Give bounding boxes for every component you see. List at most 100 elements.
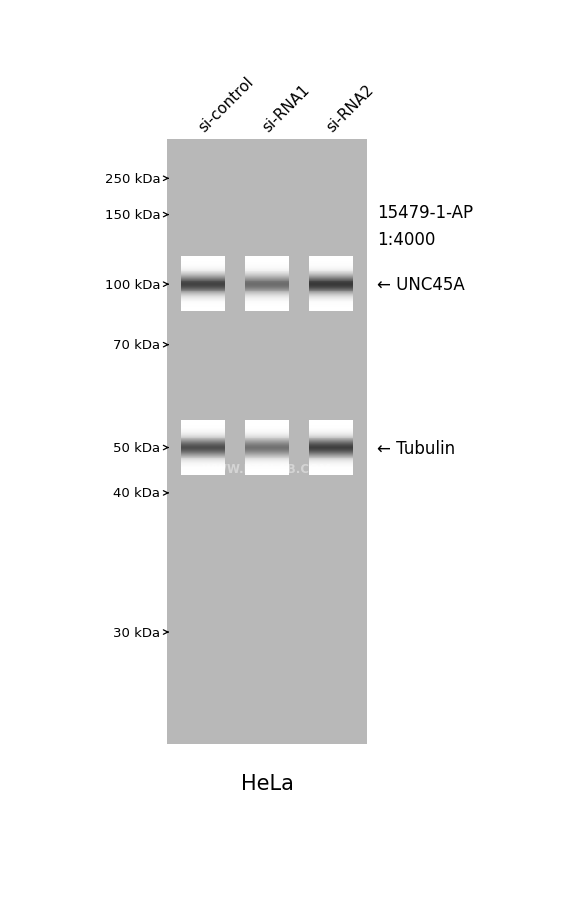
Bar — [245, 294, 289, 296]
Bar — [309, 430, 353, 432]
Bar — [309, 304, 353, 306]
Bar — [309, 305, 353, 307]
Bar — [181, 299, 225, 301]
Bar — [181, 433, 225, 435]
Bar — [245, 455, 289, 456]
Bar — [309, 310, 353, 312]
Bar — [245, 272, 289, 274]
Bar — [245, 292, 289, 294]
Bar — [181, 429, 225, 431]
Bar — [309, 421, 353, 423]
Bar — [309, 464, 353, 465]
Bar — [245, 259, 289, 261]
Bar — [309, 438, 353, 440]
Bar — [309, 434, 353, 436]
Text: si-RNA1: si-RNA1 — [259, 82, 312, 135]
Bar — [245, 277, 289, 279]
Bar — [309, 437, 353, 438]
Bar — [245, 443, 289, 445]
Bar — [309, 468, 353, 470]
Bar — [181, 280, 225, 281]
Bar — [309, 424, 353, 426]
Bar — [309, 443, 353, 445]
Bar — [309, 428, 353, 429]
Bar — [181, 303, 225, 305]
Bar — [181, 269, 225, 271]
Bar — [181, 456, 225, 458]
Bar — [309, 439, 353, 441]
Bar — [309, 422, 353, 424]
Bar — [245, 433, 289, 435]
Bar — [309, 261, 353, 262]
Bar — [245, 438, 289, 440]
Bar — [181, 428, 225, 430]
Bar — [245, 436, 289, 437]
Bar — [181, 432, 225, 434]
Bar — [309, 456, 353, 457]
Text: 50 kDa: 50 kDa — [113, 442, 160, 455]
Bar — [181, 281, 225, 283]
Bar — [245, 472, 289, 474]
Bar — [309, 264, 353, 266]
Bar — [309, 462, 353, 464]
Bar — [309, 262, 353, 263]
Bar — [181, 272, 225, 273]
Bar — [245, 272, 289, 273]
Bar — [245, 473, 289, 474]
Bar — [181, 420, 225, 422]
Text: ← Tubulin: ← Tubulin — [377, 439, 456, 457]
Bar — [181, 267, 225, 269]
Bar — [181, 423, 225, 425]
Bar — [181, 297, 225, 299]
Bar — [309, 286, 353, 288]
Bar — [181, 421, 225, 423]
Bar — [309, 455, 353, 456]
Bar — [181, 472, 225, 474]
Bar — [181, 467, 225, 469]
Bar — [181, 464, 225, 465]
Bar — [245, 432, 289, 434]
Bar — [245, 462, 289, 464]
Bar — [181, 424, 225, 426]
Bar — [245, 428, 289, 429]
Bar — [181, 471, 225, 473]
Bar — [309, 294, 353, 296]
Bar — [309, 307, 353, 308]
Bar — [181, 465, 225, 466]
Bar — [245, 310, 289, 312]
Bar — [181, 455, 225, 456]
Bar — [245, 257, 289, 259]
Bar — [181, 444, 225, 446]
Bar — [245, 441, 289, 443]
Bar — [181, 308, 225, 309]
Bar — [309, 467, 353, 469]
Bar — [309, 473, 353, 474]
Bar — [245, 309, 289, 311]
Bar — [181, 440, 225, 442]
Bar — [309, 472, 353, 474]
Bar — [245, 306, 289, 308]
Bar — [309, 289, 353, 290]
Bar — [181, 437, 225, 439]
Bar — [245, 276, 289, 278]
Bar — [181, 447, 225, 449]
Bar — [245, 467, 289, 469]
Bar — [245, 459, 289, 461]
Bar — [181, 310, 225, 312]
Bar — [245, 284, 289, 286]
Bar — [309, 440, 353, 442]
Bar — [309, 445, 353, 446]
Bar — [181, 428, 225, 429]
Bar — [309, 308, 353, 310]
Bar — [245, 450, 289, 452]
Bar — [309, 267, 353, 269]
Bar — [245, 262, 289, 263]
Text: si-RNA2: si-RNA2 — [323, 82, 376, 135]
Bar — [245, 266, 289, 268]
Bar — [245, 425, 289, 427]
Bar — [245, 278, 289, 280]
Text: ← UNC45A: ← UNC45A — [377, 276, 465, 294]
Text: 30 kDa: 30 kDa — [113, 626, 160, 639]
Bar — [245, 454, 289, 456]
Bar — [309, 260, 353, 262]
